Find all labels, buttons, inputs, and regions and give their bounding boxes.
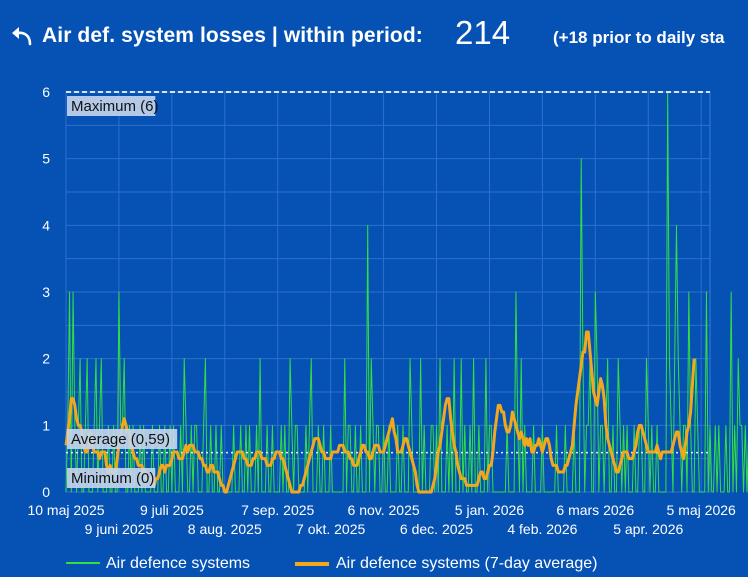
legend-swatch-daily [66, 562, 100, 564]
series-line-daily [65, 91, 748, 493]
chart-header: Air def. system losses | within period: … [0, 0, 748, 72]
y-tick-label: 2 [42, 351, 50, 367]
average-reference-label: Average (0,59) [67, 429, 178, 449]
min-reference-label-text: Minimum (0) [71, 470, 154, 487]
y-tick-label: 4 [42, 217, 50, 233]
x-tick-label: 7 sep. 2025 [241, 502, 314, 518]
chart-legend: Air defence systems Air defence systems … [0, 552, 748, 577]
max-reference-label-text: Maximum (6) [71, 98, 159, 115]
x-tick-label: 6 mars 2026 [556, 502, 634, 518]
x-tick-label: 5 apr. 2026 [613, 521, 683, 537]
x-tick-label: 7 okt. 2025 [296, 521, 365, 537]
average-reference-label-box [67, 429, 178, 449]
x-tick-label: 4 feb. 2026 [507, 521, 577, 537]
y-tick-label: 6 [42, 84, 50, 100]
average-reference-label-text: Average (0,59) [71, 431, 170, 448]
max-reference-label: Maximum (6) [67, 96, 159, 116]
x-tick-label: 5 maj 2026 [667, 502, 736, 518]
min-reference-label: Minimum (0) [67, 468, 156, 488]
undo-arrow-icon[interactable] [10, 26, 36, 48]
chart-title: Air def. system losses | within period: [42, 24, 423, 47]
y-tick-label: 5 [42, 151, 50, 167]
y-tick-label: 0 [42, 484, 50, 500]
series-line-7day-average [64, 330, 696, 494]
x-tick-label: 8 aug. 2025 [188, 521, 262, 537]
y-tick-label: 3 [42, 284, 50, 300]
x-tick-label: 9 juli 2025 [140, 502, 204, 518]
legend-label-daily[interactable]: Air defence systems [106, 555, 251, 572]
legend-swatch-average [295, 562, 329, 566]
prior-count-note: (+18 prior to daily sta [553, 28, 725, 47]
x-tick-label: 6 nov. 2025 [348, 502, 420, 518]
x-tick-label: 6 dec. 2025 [400, 521, 473, 537]
x-tick-label: 10 maj 2025 [27, 502, 104, 518]
max-reference-label-box [67, 96, 156, 116]
y-tick-label: 1 [42, 417, 50, 433]
x-tick-label: 9 juni 2025 [85, 521, 154, 537]
x-tick-label: 5 jan. 2026 [455, 502, 524, 518]
legend-label-average[interactable]: Air defence systems (7-day average) [336, 555, 598, 572]
min-reference-label-box [67, 468, 156, 488]
loss-count: 214 [455, 14, 511, 51]
line-chart: 0 1 2 3 4 5 6 10 maj 2025 9 juli 2025 7 sep. 2025… [27, 84, 748, 537]
